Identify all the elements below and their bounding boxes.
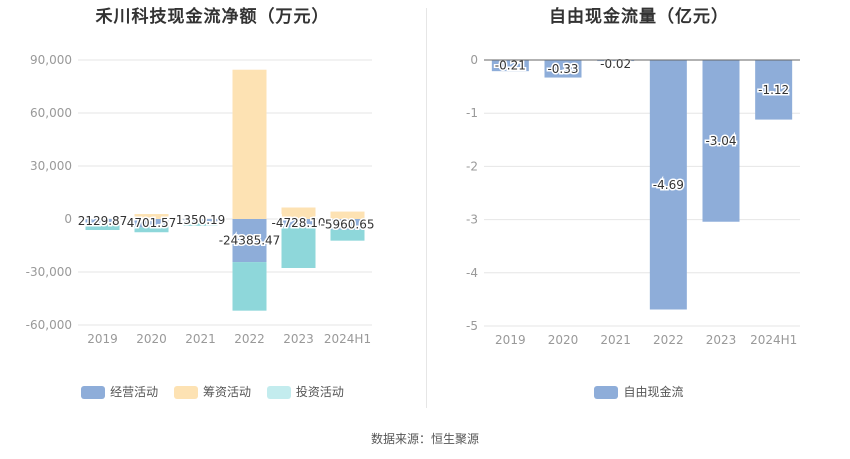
x-tick-label: 2020 <box>548 333 579 347</box>
y-tick-label: 30,000 <box>30 159 72 173</box>
y-tick-label: -30,000 <box>26 265 72 279</box>
legend-label-operating: 经营活动 <box>110 385 159 399</box>
y-tick-label: 0 <box>470 53 478 67</box>
bar-operating-2020 <box>134 219 169 228</box>
legend-investing[interactable]: 投资活动 <box>266 383 344 400</box>
data-label: -0.02 <box>600 57 631 71</box>
panel-divider <box>426 8 427 408</box>
x-tick-label: 2023 <box>706 333 737 347</box>
bar-free_cash-2024H1 <box>755 60 793 120</box>
legend-financing[interactable]: 筹资活动 <box>173 383 251 400</box>
legend-label-investing: 投资活动 <box>295 385 344 399</box>
data-label: 4701.57 <box>127 216 177 230</box>
legend-swatch-financing <box>173 386 198 399</box>
data-label: -4.69 <box>653 178 684 192</box>
y-tick-label: -1 <box>466 106 478 120</box>
bar-free_cash-2022 <box>649 60 687 310</box>
free-cash-flow-chart-panel: 自由现金流量（亿元） -5 -4 -3 -2 -1 0 2019 -0.21 2020 -0.33… <box>428 0 850 410</box>
legend-operating[interactable]: 经营活动 <box>81 383 158 400</box>
data-label: -24385.47 <box>219 234 281 248</box>
bar-operating-2021 <box>183 219 218 222</box>
bar-financing-2019 <box>85 222 120 224</box>
legend-swatch-operating <box>81 386 106 399</box>
legend-label-free-cash: 自由现金流 <box>623 385 684 399</box>
bar-free_cash-2019 <box>491 60 529 72</box>
x-tick-label: 2021 <box>185 332 216 346</box>
data-label: -0.33 <box>547 62 578 76</box>
right-chart-title: 自由现金流量（亿元） <box>549 7 729 27</box>
bar-free_cash-2021 <box>597 60 635 62</box>
data-label: 1350.19 <box>176 213 226 227</box>
bar-operating-2019 <box>85 219 120 223</box>
left-legend: 经营活动 筹资活动 投资活动 <box>0 383 425 400</box>
x-tick-label: 2024H1 <box>324 332 371 346</box>
data-source-note: 数据来源：恒生聚源 <box>370 432 479 446</box>
y-tick-label: -4 <box>466 266 478 280</box>
bar-operating-2024H1 <box>330 219 365 230</box>
bar-investing-2021 <box>183 221 218 226</box>
y-tick-label: 60,000 <box>30 106 72 120</box>
x-tick-label: 2021 <box>600 333 631 347</box>
bar-free_cash-2020 <box>544 60 582 78</box>
data-label: 2129.87 <box>78 214 128 228</box>
bar-operating-2022 <box>232 219 267 263</box>
legend-free-cash[interactable]: 自由现金流 <box>594 383 684 400</box>
x-tick-label: 2024H1 <box>750 333 797 347</box>
bar-investing-2023 <box>281 227 316 268</box>
data-label: -5960.65 <box>321 217 375 231</box>
y-tick-label: -3 <box>466 213 478 227</box>
bar-financing-2024H1 <box>330 211 365 219</box>
data-label: -4728.10 <box>272 216 326 230</box>
x-tick-label: 2022 <box>234 332 265 346</box>
y-tick-label: -5 <box>466 319 478 333</box>
right-legend: 自由现金流 <box>428 383 850 400</box>
legend-swatch-investing <box>266 386 291 399</box>
x-tick-label: 2019 <box>495 333 526 347</box>
x-tick-label: 2020 <box>136 332 167 346</box>
x-tick-label: 2019 <box>87 332 118 346</box>
y-tick-label: 0 <box>64 212 72 226</box>
bar-operating-2023 <box>281 219 316 228</box>
bar-free_cash-2023 <box>702 60 740 222</box>
bar-investing-2024H1 <box>330 229 365 241</box>
y-tick-label: -2 <box>466 159 478 173</box>
legend-label-financing: 筹资活动 <box>202 385 251 399</box>
bar-financing-2022 <box>232 69 267 219</box>
data-label: -3.04 <box>705 134 736 148</box>
bar-financing-2023 <box>281 207 316 219</box>
x-tick-label: 2022 <box>653 333 684 347</box>
bar-investing-2020 <box>134 227 169 233</box>
data-label: -0.21 <box>495 59 526 73</box>
cash-flow-chart-panel: 禾川科技现金流净额（万元） -60,000 -30,000 0 30,000 60,00… <box>0 0 425 410</box>
bar-investing-2019 <box>85 223 120 231</box>
x-tick-label: 2023 <box>283 332 314 346</box>
free-cash-flow-chart: -5 -4 -3 -2 -1 0 2019 -0.21 2020 -0.33 2021 -0.02 20… <box>466 53 800 347</box>
bar-investing-2022 <box>232 262 267 311</box>
left-chart-title: 禾川科技现金流净额（万元） <box>95 7 330 27</box>
y-tick-label: 90,000 <box>30 53 72 67</box>
y-tick-label: -60,000 <box>26 318 72 332</box>
bar-financing-2021 <box>183 221 218 222</box>
legend-swatch-free-cash <box>594 386 619 399</box>
cash-flow-chart: -60,000 -30,000 0 30,000 60,000 90,000 2019 212… <box>26 53 376 346</box>
bar-financing-2020 <box>134 214 169 219</box>
data-label: -1.12 <box>758 83 789 97</box>
